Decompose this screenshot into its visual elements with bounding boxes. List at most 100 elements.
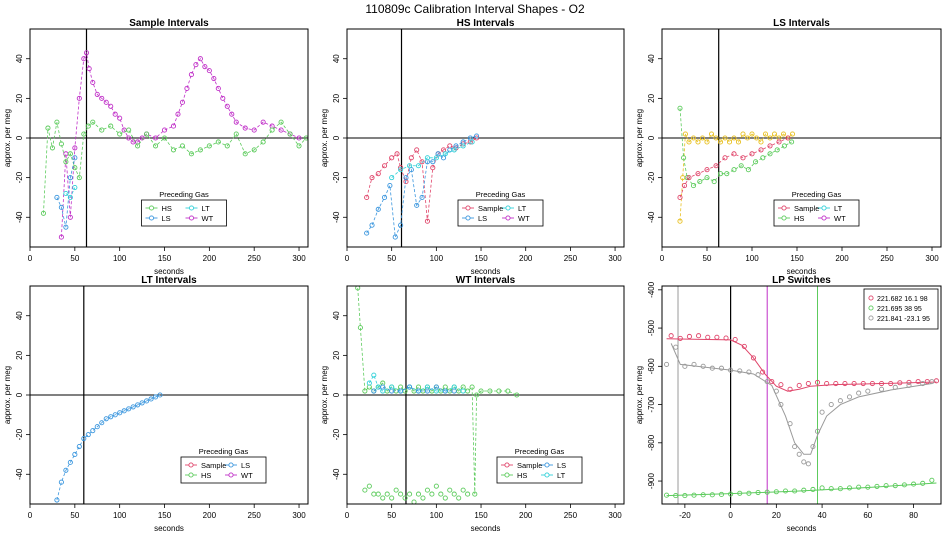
plot-frame — [29, 28, 309, 248]
data-point — [801, 459, 807, 465]
legend: Preceding Gas HS LT LS WT — [141, 190, 227, 227]
data-point — [251, 147, 257, 153]
y-tick-label: 40 — [15, 311, 24, 320]
data-point — [767, 143, 773, 149]
data-point — [474, 135, 480, 141]
x-tick-label: 200 — [835, 254, 849, 263]
legend-label: Sample — [517, 461, 542, 470]
chart-title: Sample Intervals — [129, 18, 209, 29]
data-point — [393, 487, 399, 493]
data-point — [144, 398, 150, 404]
legend-title: Preceding Gas — [199, 447, 249, 456]
data-point — [892, 483, 898, 489]
x-tick-label: 250 — [880, 254, 894, 263]
data-point — [731, 167, 737, 173]
legend-box — [773, 199, 860, 227]
data-point — [375, 491, 381, 497]
data-point — [711, 179, 717, 185]
data-point — [381, 163, 388, 169]
data-point — [108, 123, 114, 129]
legend-box — [863, 288, 939, 330]
data-point — [696, 333, 702, 339]
data-point — [691, 492, 697, 498]
data-point — [389, 495, 395, 501]
data-point — [472, 491, 478, 497]
data-point — [469, 384, 475, 390]
data-point — [745, 167, 751, 173]
data-point — [442, 495, 448, 501]
data-point — [67, 194, 73, 201]
data-point — [414, 202, 420, 208]
data-point — [362, 487, 368, 493]
data-point — [792, 444, 798, 450]
data-point — [83, 50, 90, 56]
legend-marker — [821, 215, 827, 221]
legend-marker — [505, 215, 511, 221]
data-point — [406, 163, 413, 169]
data-point — [58, 141, 64, 147]
data-point — [677, 105, 683, 111]
x-tick-label: 100 — [430, 511, 444, 520]
data-point — [451, 147, 457, 153]
legend-label: LS — [241, 461, 250, 470]
data-point — [408, 167, 414, 173]
data-point — [366, 380, 372, 386]
data-point — [72, 451, 78, 458]
data-point — [465, 491, 471, 497]
x-tick-label: 300 — [292, 254, 306, 263]
data-point — [175, 111, 181, 117]
series-line — [56, 394, 161, 501]
data-point — [762, 131, 769, 137]
y-tick-label: 20 — [332, 350, 341, 359]
data-point — [758, 147, 764, 153]
data-point — [157, 392, 163, 398]
data-point — [392, 234, 398, 240]
data-point — [63, 224, 69, 230]
data-point — [419, 159, 425, 165]
x-axis-label: seconds — [154, 524, 184, 533]
data-point — [394, 151, 400, 157]
data-point — [387, 183, 393, 189]
data-point — [287, 131, 293, 137]
y-tick-label: -500 — [647, 320, 656, 337]
data-point — [731, 151, 737, 157]
x-tick-label: 300 — [608, 254, 622, 263]
y-tick-label: -20 — [332, 171, 341, 183]
data-point — [774, 147, 780, 153]
data-point — [732, 336, 738, 343]
data-point — [375, 206, 381, 212]
y-tick-label: 20 — [15, 350, 24, 359]
data-point — [424, 218, 430, 224]
legend-label: HS — [517, 471, 527, 480]
x-axis-label: seconds — [787, 267, 817, 276]
data-point — [717, 171, 724, 177]
data-point — [682, 131, 688, 137]
data-point — [695, 171, 701, 177]
x-tick-label: 200 — [519, 254, 533, 263]
data-point — [126, 127, 132, 133]
data-point — [72, 145, 78, 151]
data-point — [139, 400, 145, 406]
plot-area — [662, 29, 941, 247]
data-point — [184, 85, 190, 92]
legend-marker — [868, 305, 874, 311]
legend-marker — [465, 205, 471, 211]
data-point — [371, 491, 377, 497]
x-tick-label: 200 — [203, 511, 217, 520]
data-point — [846, 485, 853, 491]
data-point — [749, 151, 755, 157]
legend-marker — [228, 462, 234, 468]
data-point — [224, 143, 230, 149]
chart-title: WT Intervals — [456, 275, 516, 286]
plot-area — [347, 29, 624, 247]
data-point — [90, 428, 96, 434]
legend-title: Preceding Gas — [159, 190, 209, 199]
legend-label: LT — [202, 204, 211, 213]
y-tick-label: 20 — [15, 93, 24, 102]
data-point — [85, 123, 91, 129]
data-point — [380, 495, 386, 501]
data-point — [668, 333, 674, 339]
data-point — [81, 131, 87, 137]
data-point — [108, 414, 114, 420]
data-point — [677, 218, 683, 224]
